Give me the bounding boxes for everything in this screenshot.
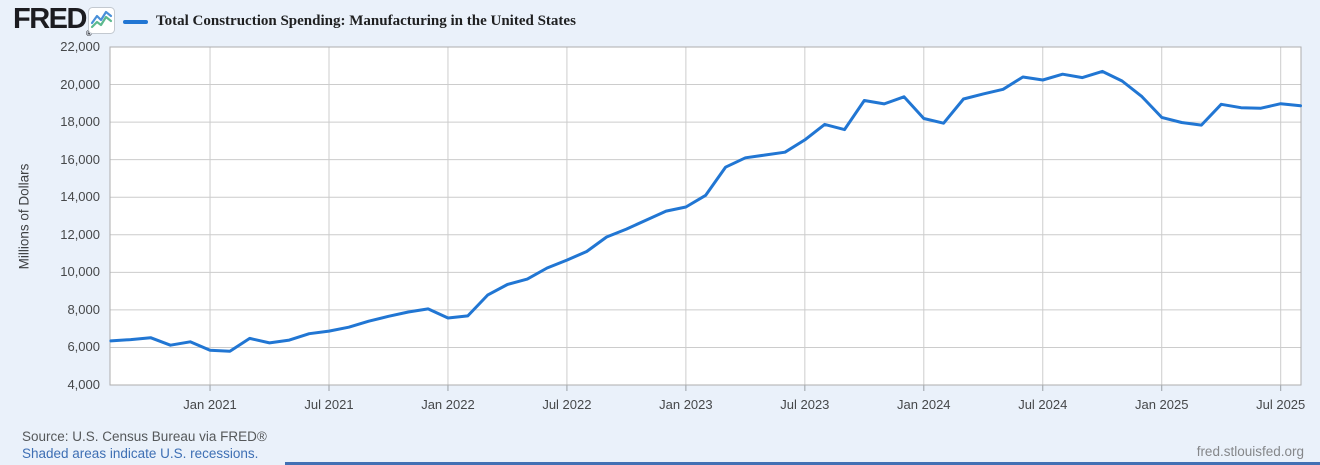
plot-background [110,47,1301,385]
x-tick-label: Jan 2023 [659,397,713,412]
y-tick-label: 20,000 [60,76,100,92]
fred-logo-text: FRED [13,3,87,35]
y-axis-title: Millions of Dollars [16,163,32,270]
x-tick-label: Jul 2024 [1018,397,1068,412]
x-tick-label: Jul 2021 [304,397,354,412]
y-tick-label: 6,000 [67,339,100,355]
plot-area[interactable] [0,0,1320,430]
y-tick-label: 18,000 [60,114,100,130]
y-tick-label: 22,000 [60,39,100,54]
y-tick-label: 14,000 [60,189,100,205]
y-tick-label: 12,000 [60,226,100,242]
legend-line-swatch [123,19,148,24]
x-tick-label: Jul 2025 [1256,397,1306,412]
x-tick-label: Jan 2021 [183,397,237,412]
legend-item[interactable]: Total Construction Spending: Manufacturi… [123,13,576,30]
source-text: Source: U.S. Census Bureau via FRED® [22,429,267,444]
y-tick-label: 8,000 [67,301,100,317]
y-tick-label: 16,000 [60,151,100,167]
x-tick-label: Jul 2023 [780,397,830,412]
plot-border [109,46,1302,386]
y-tick-label: 10,000 [60,264,100,280]
bottom-rule [285,462,1320,465]
recessions-note-link[interactable]: Shaded areas indicate U.S. recessions. [22,446,259,461]
chart-title: Total Construction Spending: Manufacturi… [156,13,576,29]
series-line[interactable] [109,69,1302,353]
fred-logo-chart-icon [88,7,115,34]
y-tick-label: 4,000 [67,377,100,392]
x-tick-label: Jan 2022 [421,397,475,412]
site-link[interactable]: fred.stlouisfed.org [1196,444,1304,459]
x-tick-label: Jul 2022 [542,397,592,412]
x-tick-label: Jan 2024 [897,397,951,412]
registered-mark: ® [85,29,92,38]
x-tick-label: Jan 2025 [1134,397,1189,412]
fred-logo[interactable]: FRED® [13,4,92,49]
